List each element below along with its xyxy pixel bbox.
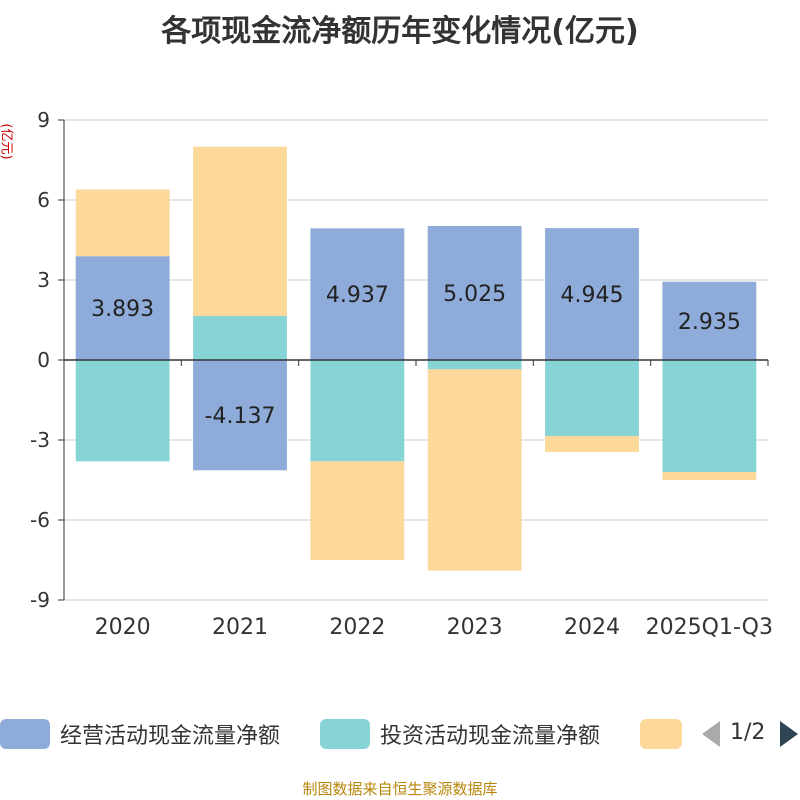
bar-segment-3 [310, 461, 405, 560]
x-tick-label: 2025Q1-Q3 [646, 615, 773, 640]
chart-title: 各项现金流净额历年变化情况(亿元) [161, 14, 639, 49]
y-tick-label: 3 [37, 268, 50, 292]
bar-segment-3 [427, 369, 522, 571]
y-tick-label: -6 [30, 508, 50, 532]
bar-segment-1 [545, 228, 639, 360]
bar-data-label: -4.137 [205, 404, 276, 429]
legend-item-investing[interactable]: 投资活动现金流量净额 [320, 716, 600, 752]
legend-label-operating: 经营活动现金流量净额 [60, 724, 281, 749]
y-tick-label: -9 [30, 588, 50, 612]
y-tick-label: 9 [37, 108, 50, 132]
bar-segment-2 [662, 360, 757, 472]
legend-prev-page-icon[interactable] [702, 721, 720, 747]
bar-segment-1 [193, 360, 287, 471]
legend-item-operating[interactable]: 经营活动现金流量净额 [0, 716, 280, 752]
bar-segment-2 [427, 360, 522, 370]
bar-data-label: 4.937 [326, 283, 389, 308]
legend-swatch-operating [0, 719, 50, 749]
bar-segment-2 [193, 316, 287, 360]
legend: 经营活动现金流量净额 投资活动现金流量净额 [0, 716, 800, 752]
x-tick-label: 2021 [212, 615, 268, 640]
data-source-note: 制图数据来自恒生聚源数据库 [302, 780, 498, 798]
legend-next-page-icon[interactable] [780, 721, 798, 747]
bar-segment-1 [75, 256, 170, 360]
bar-segment-3 [193, 146, 287, 316]
legend-swatch-third-series [640, 719, 682, 749]
bar-data-label: 4.945 [561, 283, 624, 308]
y-tick-label: -3 [30, 428, 50, 452]
bar-segment-1 [662, 281, 757, 360]
legend-swatch-investing [320, 719, 370, 749]
bar-segment-2 [75, 360, 170, 462]
legend-label-investing: 投资活动现金流量净额 [380, 724, 601, 749]
bar-segment-3 [662, 472, 757, 480]
legend-item-third-series[interactable] [640, 716, 692, 752]
bar-segment-2 [310, 360, 405, 462]
x-tick-label: 2022 [329, 615, 385, 640]
x-tick-label: 2020 [95, 615, 151, 640]
y-tick-label: 0 [37, 348, 50, 372]
bar-segment-1 [427, 226, 522, 360]
legend-pager: 1/2 [700, 716, 800, 752]
y-tick-label: 6 [37, 188, 50, 212]
bar-data-label: 5.025 [443, 282, 506, 307]
bar-segment-3 [75, 189, 170, 257]
bar-segment-3 [545, 436, 639, 452]
x-tick-label: 2024 [564, 615, 620, 640]
bar-data-label: 2.935 [678, 310, 741, 335]
bar-segment-2 [545, 360, 639, 436]
bar-segment-1 [310, 228, 405, 360]
x-tick-label: 2023 [447, 615, 503, 640]
legend-page-indicator: 1/2 [730, 720, 766, 745]
chart-plot: 9 6 3 0 -3 -6 -9 3.893 -4.137 4.937 5.025 4.945 2.93… [30, 108, 773, 640]
bar-data-label: 3.893 [91, 297, 154, 322]
